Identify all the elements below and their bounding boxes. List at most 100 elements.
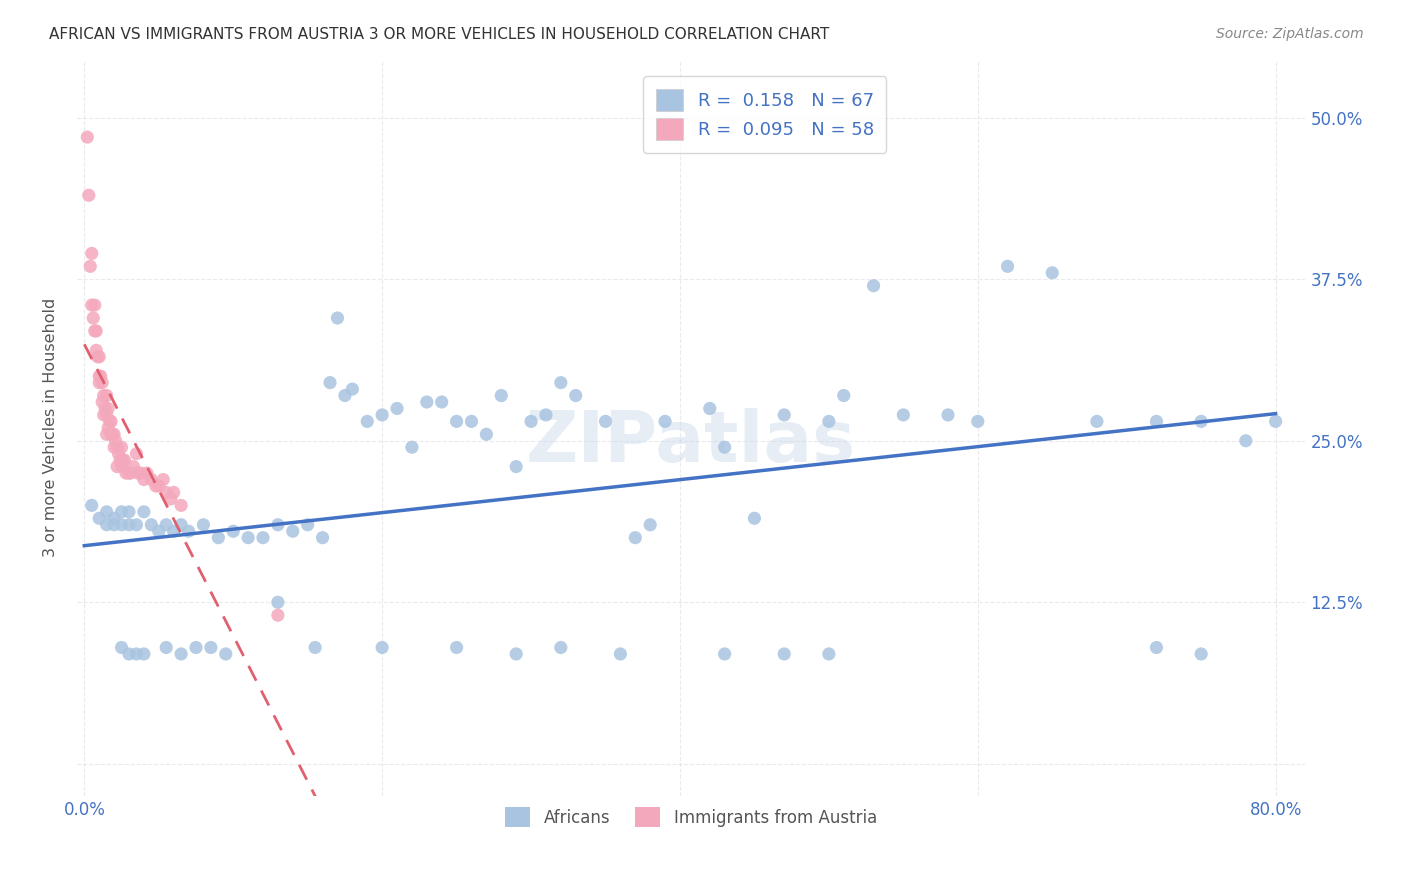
Point [475,427,498,442]
Point [170,517,193,532]
Point [319,376,342,390]
Point [89,376,111,390]
Point [148,479,170,493]
Point [110,440,132,454]
Point [132,473,155,487]
Point [401,440,423,454]
Point [304,640,326,655]
Point [891,408,914,422]
Point [110,640,132,655]
Point [84,324,107,338]
Text: Source: ZipAtlas.com: Source: ZipAtlas.com [1216,27,1364,41]
Point [609,647,631,661]
Point [505,647,527,661]
Point [76,130,98,145]
Point [79,260,101,274]
Point [135,466,157,480]
Point [654,414,676,428]
Point [145,479,167,493]
Point [1040,266,1063,280]
Point [96,517,118,532]
Point [446,640,468,655]
Point [152,473,174,487]
Point [744,511,766,525]
Point [1189,647,1212,661]
Point [96,408,118,422]
Point [94,401,117,416]
Point [333,388,356,402]
Point [96,427,118,442]
Point [416,395,439,409]
Point [96,505,118,519]
Point [1264,414,1286,428]
Point [713,647,735,661]
Point [184,640,207,655]
Point [818,647,841,661]
Point [118,466,141,480]
Point [773,408,796,422]
Point [84,343,107,358]
Point [326,311,349,326]
Point [91,395,114,409]
Point [966,414,988,428]
Point [430,395,453,409]
Point [371,640,394,655]
Point [1146,640,1168,655]
Point [132,505,155,519]
Point [155,485,177,500]
Point [103,427,125,442]
Point [311,531,333,545]
Point [371,408,394,422]
Point [773,647,796,661]
Point [200,640,222,655]
Point [638,517,661,532]
Point [595,414,617,428]
Point [120,466,142,480]
Point [105,440,128,454]
Point [141,473,163,487]
Point [297,517,319,532]
Point [177,524,200,539]
Point [564,388,586,402]
Point [80,246,103,260]
Point [155,517,177,532]
Point [155,640,177,655]
Point [170,499,193,513]
Point [118,517,141,532]
Point [118,505,141,519]
Point [997,260,1019,274]
Point [550,640,572,655]
Point [170,647,193,661]
Y-axis label: 3 or more Vehicles in Household: 3 or more Vehicles in Household [44,298,58,558]
Point [98,414,121,428]
Point [342,382,364,396]
Point [112,453,135,467]
Point [114,453,136,467]
Point [129,466,152,480]
Point [104,434,127,448]
Point [125,517,148,532]
Point [96,388,118,402]
Point [80,499,103,513]
Point [127,466,149,480]
Point [446,414,468,428]
Point [125,447,148,461]
Point [83,298,105,312]
Point [122,459,145,474]
Point [1146,414,1168,428]
Point [103,511,125,525]
Point [97,421,120,435]
Point [105,459,128,474]
Point [460,414,482,428]
Point [699,401,721,416]
Point [1234,434,1257,448]
Point [141,517,163,532]
Point [215,647,238,661]
Point [100,427,122,442]
Point [115,466,138,480]
Point [193,517,215,532]
Point [89,511,111,525]
Point [267,517,290,532]
Point [356,414,378,428]
Point [267,595,290,609]
